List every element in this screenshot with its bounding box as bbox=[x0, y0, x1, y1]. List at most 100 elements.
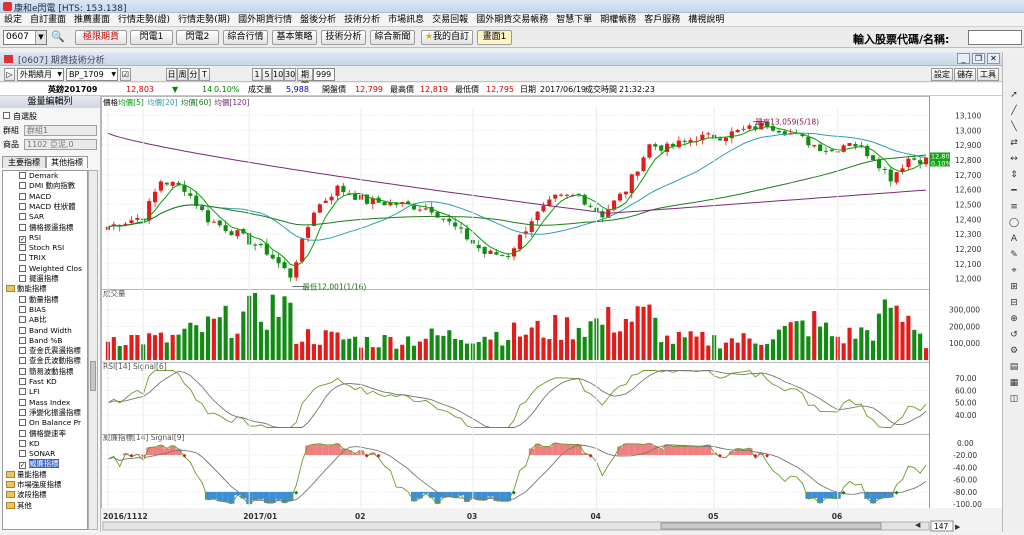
indicator-checkbox[interactable] bbox=[19, 192, 26, 200]
menu-item-14[interactable]: 構視說明 bbox=[688, 15, 725, 25]
indicator-item-6[interactable]: ✓ RSI bbox=[19, 233, 41, 243]
x-scrollbar-thumb[interactable] bbox=[660, 522, 882, 530]
period-minute[interactable]: 分 bbox=[188, 68, 199, 81]
indicator-checkbox[interactable] bbox=[19, 326, 26, 334]
indicator-checkbox[interactable] bbox=[19, 202, 26, 210]
menu-item-0[interactable]: 設定 bbox=[4, 15, 23, 25]
minute-10[interactable]: 10 bbox=[272, 68, 284, 81]
menu-item-11[interactable]: 智慧下單 bbox=[556, 15, 593, 25]
indicator-item-13[interactable]: BIAS bbox=[19, 305, 46, 315]
indicator-checkbox[interactable] bbox=[19, 316, 26, 324]
minimize-icon[interactable]: _ bbox=[957, 53, 970, 64]
indicator-checkbox[interactable] bbox=[19, 429, 26, 437]
indicator-checkbox[interactable] bbox=[19, 305, 26, 313]
toolbar-button-6[interactable]: 綜合新聞 bbox=[370, 30, 415, 45]
indicator-checkbox[interactable] bbox=[19, 336, 26, 344]
toolbar-button-4[interactable]: 基本策略 bbox=[272, 30, 317, 45]
indicator-item-19[interactable]: 簡易波動指標 bbox=[19, 367, 73, 377]
menu-item-5[interactable]: 國外期貨行情 bbox=[238, 15, 293, 25]
menu-item-1[interactable]: 自訂畫面 bbox=[30, 15, 67, 25]
indicator-item-16[interactable]: Band %B bbox=[19, 336, 62, 346]
indicator-item-10[interactable]: 擺盪指標 bbox=[19, 274, 59, 284]
tree-scrollbar[interactable] bbox=[88, 170, 98, 530]
indicator-item-2[interactable]: MACD bbox=[19, 192, 51, 202]
indicator-checkbox[interactable] bbox=[19, 213, 26, 221]
menu-item-3[interactable]: 行情走勢(證) bbox=[118, 15, 171, 25]
menu-item-9[interactable]: 交易回報 bbox=[432, 15, 469, 25]
link-checkbox[interactable]: ☑ bbox=[120, 68, 131, 81]
drawing-tool-7[interactable]: ≡ bbox=[1010, 202, 1018, 212]
indicator-checkbox[interactable] bbox=[19, 388, 26, 396]
indicator-item-5[interactable]: 價格振盪指標 bbox=[19, 223, 73, 233]
zoom-box[interactable] bbox=[930, 520, 954, 532]
settings-button[interactable]: 設定 bbox=[931, 68, 953, 81]
indicator-item-23[interactable]: 淨變化振盪指標 bbox=[19, 408, 81, 418]
indicator-checkbox[interactable] bbox=[19, 439, 26, 447]
tab-main-indicators[interactable]: 主要指標 bbox=[2, 156, 46, 168]
indicator-item-11[interactable]: 動能指標 bbox=[6, 284, 47, 294]
tab-other-indicators[interactable]: 其他指標 bbox=[46, 156, 88, 168]
drawing-tool-17[interactable]: ▤ bbox=[1009, 362, 1019, 372]
indicator-item-0[interactable]: Demark bbox=[19, 171, 58, 181]
indicator-item-30[interactable]: 市場強度指標 bbox=[6, 480, 61, 490]
minute-5[interactable]: 5 bbox=[262, 68, 272, 81]
drawing-tool-3[interactable]: ⇄ bbox=[1010, 138, 1018, 148]
indicator-item-20[interactable]: Fast KD bbox=[19, 377, 57, 387]
indicator-item-14[interactable]: AB比 bbox=[19, 315, 47, 325]
product-select[interactable]: 1102 亞泥,0 bbox=[24, 139, 97, 150]
indicator-checkbox[interactable] bbox=[19, 347, 26, 355]
indicator-item-8[interactable]: TRIX bbox=[19, 253, 46, 263]
menu-item-7[interactable]: 技術分析 bbox=[344, 15, 381, 25]
drawing-tool-13[interactable]: ⊟ bbox=[1010, 298, 1018, 308]
indicator-item-4[interactable]: SAR bbox=[19, 212, 44, 222]
drawing-tool-12[interactable]: ⊞ bbox=[1010, 282, 1018, 292]
indicator-checkbox[interactable]: ✓ bbox=[19, 462, 26, 470]
group-select[interactable]: 群組1 bbox=[24, 125, 97, 136]
drawing-tool-11[interactable]: ⌖ bbox=[1011, 266, 1017, 276]
indicator-item-31[interactable]: 波段指標 bbox=[6, 490, 47, 500]
code-combo[interactable]: 0607 ▼ bbox=[3, 30, 47, 45]
indicator-item-7[interactable]: Stoch RSI bbox=[19, 243, 64, 253]
indicator-item-21[interactable]: LFI bbox=[19, 387, 40, 397]
indicator-checkbox[interactable] bbox=[19, 223, 26, 231]
period-week[interactable]: 周 bbox=[177, 68, 188, 81]
close-icon[interactable]: ✕ bbox=[987, 53, 1000, 64]
chart-area[interactable]: 13,100 13,000 12,900 12,800 12,700 12,600 12,5… bbox=[101, 96, 1002, 532]
indicator-checkbox[interactable] bbox=[19, 275, 26, 282]
drawing-tool-10[interactable]: ✎ bbox=[1010, 250, 1018, 260]
indicator-item-17[interactable]: 查金氏震盪指標 bbox=[19, 346, 81, 356]
drawing-tool-8[interactable]: ◯ bbox=[1008, 218, 1020, 228]
indicator-checkbox[interactable] bbox=[19, 367, 26, 375]
market-select[interactable]: 外期績月 ▼ bbox=[17, 68, 64, 81]
drawing-tool-16[interactable]: ⚙ bbox=[1009, 346, 1019, 356]
indicator-checkbox[interactable] bbox=[19, 244, 26, 252]
menu-item-4[interactable]: 行情走勢(期) bbox=[178, 15, 231, 25]
period-tick[interactable]: T bbox=[199, 68, 210, 81]
indicator-checkbox[interactable] bbox=[19, 295, 26, 303]
save-button[interactable]: 儲存 bbox=[954, 68, 976, 81]
chevron-down-icon[interactable]: ▼ bbox=[35, 31, 46, 44]
indicator-item-24[interactable]: On Balance Pr bbox=[19, 418, 81, 428]
drawing-tool-6[interactable]: ━ bbox=[1011, 186, 1017, 196]
x-scrollbar[interactable] bbox=[102, 521, 930, 531]
minute-30[interactable]: 30 bbox=[284, 68, 296, 81]
restore-icon[interactable]: ❐ bbox=[972, 53, 985, 64]
toolbar-button-2[interactable]: 閃電2 bbox=[176, 30, 219, 45]
toolbar-button-3[interactable]: 綜合行情 bbox=[223, 30, 268, 45]
minute-1[interactable]: 1 bbox=[252, 68, 262, 81]
tools-button[interactable]: 工具 bbox=[977, 68, 999, 81]
drawing-tool-5[interactable]: ⇕ bbox=[1010, 170, 1018, 180]
indicator-item-15[interactable]: Band Width bbox=[19, 326, 72, 336]
indicator-item-3[interactable]: MACD 柱狀體 bbox=[19, 202, 76, 212]
drawing-tool-14[interactable]: ⊕ bbox=[1010, 314, 1018, 324]
drawing-tool-1[interactable]: ╱ bbox=[1011, 106, 1017, 116]
indicator-checkbox[interactable] bbox=[19, 357, 26, 365]
indicator-item-18[interactable]: 查金氏波動指標 bbox=[19, 356, 81, 366]
indicator-checkbox[interactable] bbox=[19, 378, 26, 385]
toolbar-button-0[interactable]: 極限期貨 bbox=[75, 30, 127, 45]
symbol-select[interactable]: BP_1709 ▼ bbox=[66, 68, 118, 81]
self-select-checkbox[interactable] bbox=[3, 112, 10, 119]
toolbar-button-1[interactable]: 閃電1 bbox=[130, 30, 173, 45]
indicator-checkbox[interactable] bbox=[19, 408, 26, 416]
menu-item-2[interactable]: 推薦畫面 bbox=[74, 15, 111, 25]
